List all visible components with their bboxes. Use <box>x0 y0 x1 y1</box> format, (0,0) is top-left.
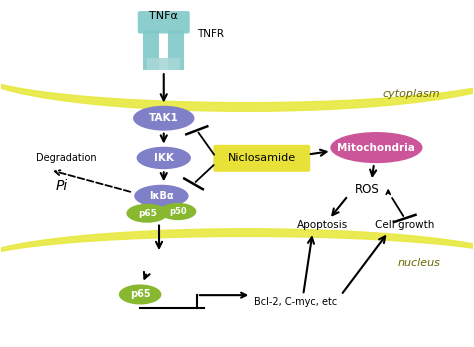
Ellipse shape <box>330 132 422 163</box>
Ellipse shape <box>159 203 196 220</box>
Text: TNFR: TNFR <box>197 28 224 39</box>
Text: Degradation: Degradation <box>36 153 97 163</box>
Text: TNFα: TNFα <box>149 11 178 21</box>
Ellipse shape <box>119 285 161 304</box>
Ellipse shape <box>127 204 168 223</box>
Text: IκBα: IκBα <box>149 191 173 201</box>
Ellipse shape <box>137 147 191 169</box>
Ellipse shape <box>133 106 194 130</box>
FancyBboxPatch shape <box>213 145 310 172</box>
Bar <box>168 30 184 70</box>
Text: p65: p65 <box>130 289 150 299</box>
Text: cytoplasm: cytoplasm <box>383 89 440 99</box>
Text: Pi: Pi <box>56 179 68 193</box>
Text: nucleus: nucleus <box>397 259 440 268</box>
Ellipse shape <box>134 185 189 207</box>
Text: ROS: ROS <box>355 183 379 196</box>
Bar <box>147 58 180 70</box>
Text: p65: p65 <box>138 209 156 218</box>
Text: IKK: IKK <box>154 153 173 163</box>
Text: Mitochondria: Mitochondria <box>337 143 415 153</box>
Text: Niclosamide: Niclosamide <box>228 153 296 163</box>
Text: Bcl-2, C-myc, etc: Bcl-2, C-myc, etc <box>254 297 337 307</box>
FancyBboxPatch shape <box>138 11 190 34</box>
Text: Cell growth: Cell growth <box>375 220 435 230</box>
Text: p50: p50 <box>169 207 187 216</box>
Text: TAK1: TAK1 <box>149 113 179 123</box>
Bar <box>144 30 159 70</box>
Text: Apoptosis: Apoptosis <box>296 220 348 230</box>
